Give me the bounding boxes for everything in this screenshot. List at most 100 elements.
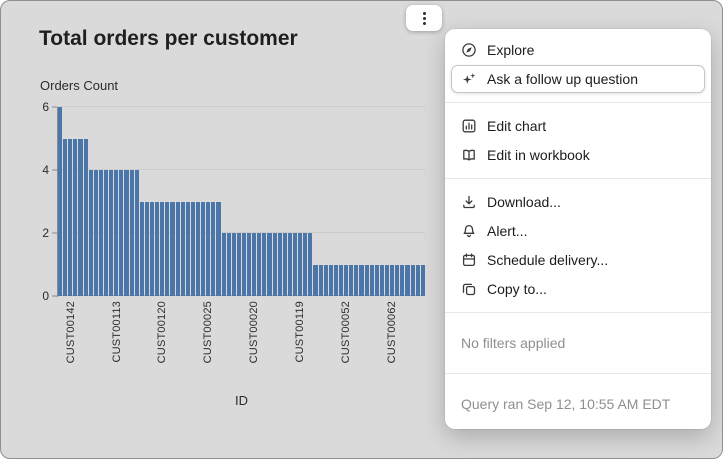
y-axis-ticks <box>52 106 57 297</box>
bar <box>374 264 379 296</box>
y-tick-mark <box>52 106 57 108</box>
bar <box>236 233 241 296</box>
bar <box>354 264 359 296</box>
more-options-button[interactable] <box>406 5 442 31</box>
bar <box>328 264 333 296</box>
bar <box>88 170 93 296</box>
x-tick-label: CUST00142 <box>64 301 77 364</box>
y-tick-mark <box>52 232 57 234</box>
bar <box>155 201 160 296</box>
bar <box>109 170 114 296</box>
menu-divider <box>445 373 711 374</box>
bar <box>262 233 267 296</box>
bar <box>139 201 144 296</box>
y-axis-title: Orders Count <box>40 78 119 93</box>
bars <box>58 107 425 296</box>
bar <box>313 264 318 296</box>
x-tick-label: CUST00119 <box>294 301 307 363</box>
bar-chart <box>58 106 425 296</box>
download-icon <box>461 194 477 210</box>
menu-item-label: Edit chart <box>487 118 547 134</box>
bar <box>180 201 185 296</box>
bar <box>339 264 344 296</box>
bar <box>272 233 277 296</box>
menu-item-label: Download... <box>487 194 561 210</box>
bar <box>333 264 339 296</box>
bar <box>206 201 211 296</box>
menu-item-label: Alert... <box>487 223 528 239</box>
gridline <box>58 169 425 170</box>
kebab-icon <box>422 16 426 20</box>
filters-status: No filters applied <box>461 335 566 351</box>
bar <box>144 201 149 296</box>
menu-divider <box>445 178 711 179</box>
y-tick-mark <box>52 169 57 171</box>
menu-item-download[interactable]: Download... <box>451 188 705 216</box>
bar <box>364 264 369 296</box>
bar <box>298 233 303 296</box>
bar <box>405 264 410 296</box>
bar <box>277 233 282 296</box>
menu-item-ask-follow-up[interactable]: Ask a follow up question <box>451 65 705 93</box>
bar <box>323 264 328 296</box>
gridline <box>58 232 425 233</box>
menu-divider <box>445 312 711 313</box>
bar <box>134 170 139 296</box>
sparkles-icon <box>461 71 477 87</box>
bar <box>83 138 88 296</box>
y-tick-label: 0 <box>42 289 49 303</box>
kebab-icon <box>422 11 426 15</box>
x-tick-label: CUST00120 <box>156 301 169 364</box>
bar <box>201 201 206 296</box>
bar <box>293 233 298 296</box>
x-axis-title: ID <box>235 393 248 408</box>
menu-item-label: Edit in workbook <box>487 147 590 163</box>
y-tick-label: 6 <box>42 100 49 114</box>
bar <box>226 233 231 296</box>
bar <box>170 201 175 296</box>
bar <box>359 264 364 296</box>
bar <box>267 233 272 296</box>
menu-item-edit-in-workbook[interactable]: Edit in workbook <box>451 141 705 169</box>
menu-item-copy-to[interactable]: Copy to... <box>451 275 705 303</box>
bar <box>287 233 293 296</box>
compass-icon <box>461 42 477 58</box>
bar <box>124 170 129 296</box>
bar <box>379 264 384 296</box>
y-axis-labels: 0 2 4 6 <box>21 100 49 303</box>
workbook-icon <box>461 147 477 163</box>
bar <box>185 201 190 296</box>
bar <box>216 201 221 296</box>
bar <box>73 138 78 296</box>
bar <box>395 264 400 296</box>
bar <box>369 264 374 296</box>
bar <box>308 233 313 296</box>
x-axis-labels: CUST00142 CUST00113 CUST00120 CUST00025 CUST… <box>58 299 425 383</box>
chart-title: Total orders per customer <box>39 27 298 50</box>
bar <box>78 138 83 296</box>
bar <box>119 170 124 296</box>
menu-item-alert[interactable]: Alert... <box>451 217 705 245</box>
menu-item-schedule-delivery[interactable]: Schedule delivery... <box>451 246 705 274</box>
menu-item-explore[interactable]: Explore <box>451 36 705 64</box>
y-tick-label: 2 <box>42 226 49 240</box>
bar <box>149 201 155 296</box>
bar <box>415 264 420 296</box>
bar <box>385 264 390 296</box>
gridline <box>58 295 425 296</box>
bar <box>63 138 68 296</box>
bar <box>420 264 425 296</box>
bar <box>318 264 323 296</box>
bar <box>211 201 216 296</box>
bar <box>58 107 63 296</box>
bar <box>282 233 287 296</box>
x-tick-label: CUST00062 <box>385 301 398 364</box>
menu-item-edit-chart[interactable]: Edit chart <box>451 112 705 140</box>
bar <box>390 264 395 296</box>
gridline <box>58 106 425 107</box>
bar <box>241 233 247 296</box>
bar <box>410 264 415 296</box>
bar <box>303 233 308 296</box>
bar <box>114 170 119 296</box>
bar <box>195 201 201 296</box>
